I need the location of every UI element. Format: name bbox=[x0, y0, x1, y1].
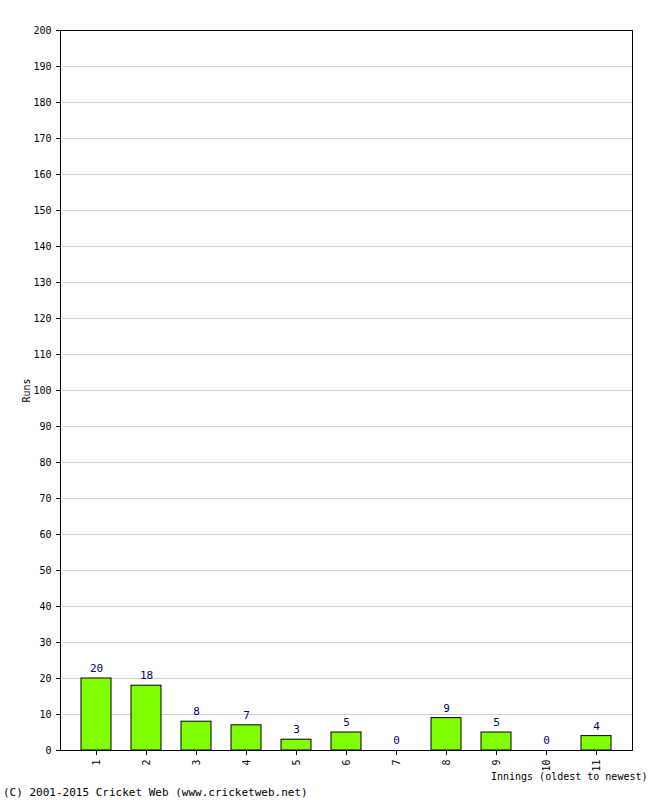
svg-text:4: 4 bbox=[593, 720, 600, 733]
svg-text:190: 190 bbox=[33, 61, 51, 72]
svg-text:3: 3 bbox=[293, 723, 300, 736]
svg-text:140: 140 bbox=[33, 241, 51, 252]
svg-text:0: 0 bbox=[393, 734, 400, 747]
svg-text:30: 30 bbox=[39, 637, 51, 648]
svg-text:160: 160 bbox=[33, 169, 51, 180]
svg-text:170: 170 bbox=[33, 133, 51, 144]
svg-text:Runs: Runs bbox=[21, 378, 32, 402]
svg-text:130: 130 bbox=[33, 277, 51, 288]
svg-text:110: 110 bbox=[33, 349, 51, 360]
svg-text:18: 18 bbox=[140, 669, 153, 682]
svg-text:0: 0 bbox=[543, 734, 550, 747]
svg-text:60: 60 bbox=[39, 529, 51, 540]
svg-text:200: 200 bbox=[33, 25, 51, 36]
svg-text:10: 10 bbox=[540, 759, 552, 772]
svg-text:4: 4 bbox=[241, 760, 252, 766]
svg-text:90: 90 bbox=[39, 421, 51, 432]
svg-text:40: 40 bbox=[39, 601, 51, 612]
svg-text:70: 70 bbox=[39, 493, 51, 504]
html-text:(C) 2001-2015 Cricket Web (www: (C) 2001-2015 Cricket Web (www.cricketwe… bbox=[3, 786, 308, 799]
svg-text:9: 9 bbox=[443, 702, 450, 715]
svg-text:5: 5 bbox=[291, 760, 302, 766]
svg-text:5: 5 bbox=[343, 716, 350, 729]
svg-text:20: 20 bbox=[39, 673, 51, 684]
svg-text:1: 1 bbox=[91, 760, 102, 766]
svg-text:8: 8 bbox=[441, 760, 452, 766]
svg-text:100: 100 bbox=[33, 385, 51, 396]
svg-text:20: 20 bbox=[90, 662, 103, 675]
svg-text:5: 5 bbox=[493, 716, 500, 729]
svg-text:9: 9 bbox=[491, 760, 502, 766]
svg-text:120: 120 bbox=[33, 313, 51, 324]
svg-text:Innings (oldest to newest): Innings (oldest to newest) bbox=[491, 771, 648, 782]
svg-text:7: 7 bbox=[243, 709, 250, 722]
svg-text:11: 11 bbox=[590, 759, 602, 772]
svg-text:6: 6 bbox=[341, 760, 352, 766]
svg-text:80: 80 bbox=[39, 457, 51, 468]
svg-text:3: 3 bbox=[191, 760, 202, 766]
svg-text:150: 150 bbox=[33, 205, 51, 216]
svg-text:50: 50 bbox=[39, 565, 51, 576]
svg-text:7: 7 bbox=[391, 760, 402, 766]
svg-text:10: 10 bbox=[39, 709, 51, 720]
svg-text:180: 180 bbox=[33, 97, 51, 108]
svg-text:2: 2 bbox=[141, 760, 152, 766]
svg-text:0: 0 bbox=[45, 745, 51, 756]
svg-text:8: 8 bbox=[193, 705, 200, 718]
